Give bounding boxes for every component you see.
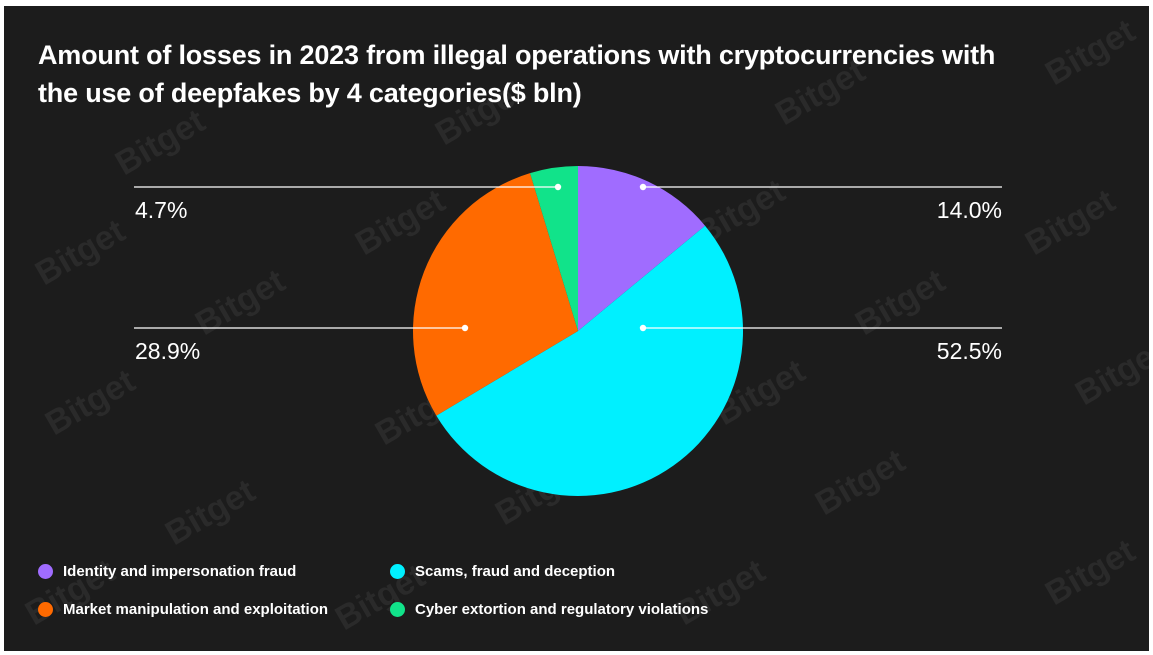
legend-label-identity: Identity and impersonation fraud [63,562,297,580]
watermark-text: Bitget [849,262,951,343]
legend-item-cyber: Cyber extortion and regulatory violation… [390,597,708,621]
legend-dot-scams [390,563,405,579]
leader-dot-market [461,324,469,332]
legend-label-scams: Scams, fraud and deception [415,562,616,580]
pie-slice-identity [578,166,706,331]
legend-item-market: Market manipulation and exploitation [38,597,328,621]
chart-title: Amount of losses in 2023 from illegal op… [38,40,996,108]
watermark-text: Bitget [1019,182,1121,263]
leader-dot-scams [639,324,647,332]
leader-lines [134,183,1002,332]
leader-dot-identity [639,183,647,191]
value-label-market: 28.9% [135,338,200,364]
watermark-text: Bitget [39,362,141,443]
pie-slice-cyber [530,166,578,331]
value-label-cyber: 4.7% [135,197,187,223]
legend-dot-cyber [390,601,405,617]
watermark-text: Bitget [1039,532,1141,613]
chart-container: Bitget Bitget Bitget Bitget Bitget Bitget Bitg… [4,6,1149,651]
legend-item-identity: Identity and impersonation fraud [38,559,296,583]
legend: Identity and impersonation fraud Scams, … [38,559,838,639]
watermark-text: Bitget [1039,12,1141,93]
pie-chart [413,166,744,497]
watermark-text: Bitget [189,262,291,343]
watermark-text: Bitget [109,102,211,183]
legend-dot-market [38,601,53,617]
watermark-text: Bitget [29,212,131,293]
legend-label-market: Market manipulation and exploitation [63,600,329,618]
value-labels: 14.0% 52.5% 28.9% 4.7% [135,197,1002,364]
legend-item-scams: Scams, fraud and deception [390,559,615,583]
value-label-scams: 52.5% [937,338,1002,364]
pie-slice-scams [436,225,744,497]
leader-dot-cyber [554,183,562,191]
pie-slice-market [413,173,578,416]
value-label-identity: 14.0% [937,197,1002,223]
legend-dot-identity [38,563,53,579]
legend-label-cyber: Cyber extortion and regulatory violation… [415,600,709,618]
watermark-text: Bitget [1069,332,1149,413]
watermark-text: Bitget [159,472,261,553]
watermark-text: Bitget [809,442,911,523]
